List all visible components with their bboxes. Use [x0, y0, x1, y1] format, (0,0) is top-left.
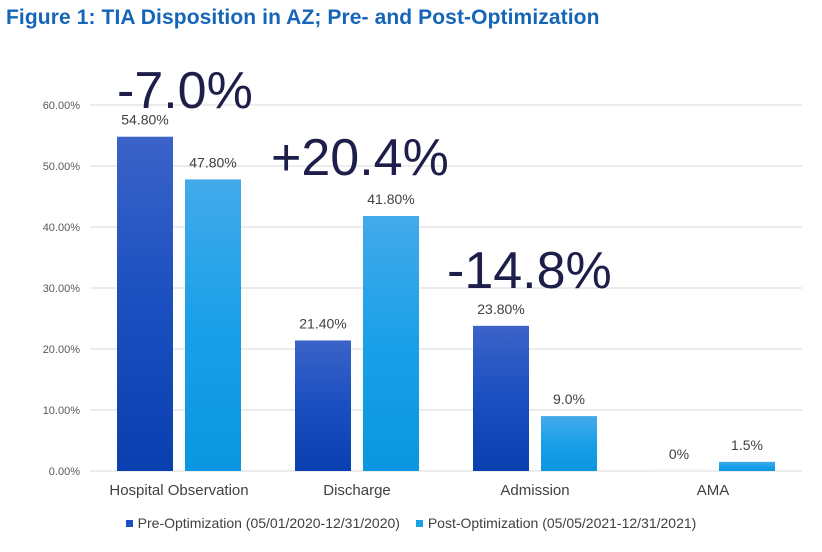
bar-pre — [651, 469, 707, 471]
x-category-label: AMA — [697, 482, 730, 499]
difference-annotation: -7.0% — [117, 62, 253, 120]
bar-post — [185, 179, 241, 472]
x-category-label: Admission — [500, 482, 569, 499]
legend-item-post: Post-Optimization (05/05/2021-12/31/2021… — [415, 515, 697, 531]
y-tick-label: 40.00% — [43, 222, 81, 234]
y-tick-label: 0.00% — [49, 466, 80, 478]
data-label: 1.5% — [731, 437, 763, 453]
data-label: 47.80% — [189, 154, 236, 170]
y-tick-label: 30.00% — [43, 283, 81, 295]
data-label: 9.0% — [553, 391, 585, 407]
data-label: 41.80% — [367, 191, 414, 207]
difference-annotation: +20.4% — [271, 129, 449, 187]
bar-post — [541, 416, 597, 471]
bar-pre — [117, 136, 173, 471]
legend-label-pre: Pre-Optimization (05/01/2020-12/31/2020) — [137, 515, 400, 531]
legend-label-post: Post-Optimization (05/05/2021-12/31/2021… — [427, 515, 697, 531]
data-label: 23.80% — [477, 301, 524, 317]
data-label: 0% — [669, 446, 689, 462]
legend-swatch-pre — [125, 519, 133, 527]
difference-annotation: -14.8% — [447, 242, 612, 300]
x-category-label: Hospital Observation — [109, 482, 248, 499]
bar-chart: 0.00% 10.00% 20.00% 30.00% 40.00% 50.00% 60.00… — [43, 62, 802, 499]
y-tick-label: 20.00% — [43, 344, 81, 356]
y-tick-label: 50.00% — [43, 161, 81, 173]
bar-post — [719, 461, 775, 471]
legend: Pre-Optimization (05/01/2020-12/31/2020)… — [0, 515, 822, 531]
x-category-label: Discharge — [323, 482, 391, 499]
y-tick-label: 60.00% — [43, 100, 81, 112]
bar-post — [363, 216, 419, 471]
legend-swatch-post — [415, 519, 423, 527]
chart-title: Figure 1: TIA Disposition in AZ; Pre- an… — [6, 6, 600, 29]
data-label: 21.40% — [299, 315, 346, 331]
data-label: 54.80% — [121, 112, 168, 128]
bar-pre — [295, 340, 351, 471]
bar-pre — [473, 325, 529, 471]
y-tick-label: 10.00% — [43, 405, 81, 417]
legend-item-pre: Pre-Optimization (05/01/2020-12/31/2020) — [125, 515, 400, 531]
